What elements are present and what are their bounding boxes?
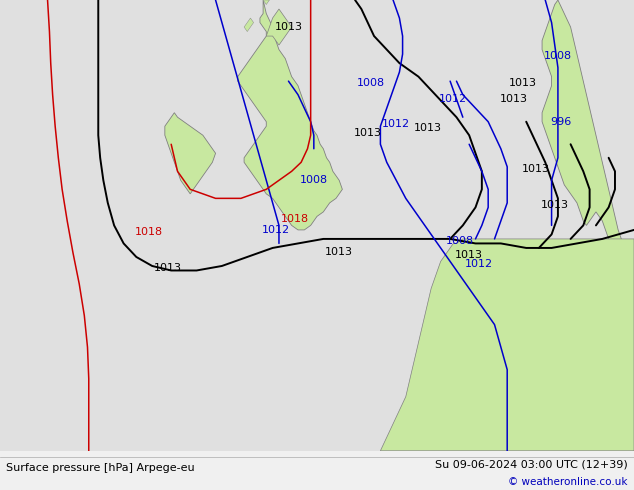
Polygon shape (244, 18, 254, 31)
Text: 1012: 1012 (262, 225, 290, 235)
Polygon shape (165, 113, 216, 194)
Text: 1013: 1013 (509, 78, 537, 88)
Text: 1013: 1013 (275, 22, 302, 32)
Polygon shape (542, 0, 621, 248)
Text: Surface pressure [hPa] Arpege-eu: Surface pressure [hPa] Arpege-eu (6, 464, 195, 473)
Text: 1013: 1013 (325, 247, 353, 257)
Text: 1013: 1013 (414, 123, 442, 133)
Text: 1013: 1013 (354, 128, 382, 138)
Polygon shape (238, 0, 342, 230)
Text: 1012: 1012 (439, 94, 467, 104)
Text: 1013: 1013 (154, 263, 182, 273)
Polygon shape (266, 9, 292, 45)
Text: 1013: 1013 (455, 250, 483, 260)
Text: 1018: 1018 (135, 227, 163, 237)
Text: Su 09-06-2024 03:00 UTC (12+39): Su 09-06-2024 03:00 UTC (12+39) (435, 460, 628, 469)
Text: © weatheronline.co.uk: © weatheronline.co.uk (508, 477, 628, 487)
Text: 1008: 1008 (544, 51, 572, 61)
Text: 1012: 1012 (465, 259, 493, 269)
Text: 1008: 1008 (300, 175, 328, 185)
Text: 1012: 1012 (382, 119, 410, 129)
Text: 1013: 1013 (541, 200, 569, 210)
Polygon shape (263, 0, 269, 4)
Text: 1008: 1008 (357, 78, 385, 88)
Text: 1013: 1013 (500, 94, 527, 104)
Text: 1018: 1018 (281, 214, 309, 223)
Text: 996: 996 (550, 117, 572, 127)
Text: 1008: 1008 (446, 236, 474, 246)
Text: 1013: 1013 (522, 164, 550, 174)
Polygon shape (380, 239, 634, 451)
